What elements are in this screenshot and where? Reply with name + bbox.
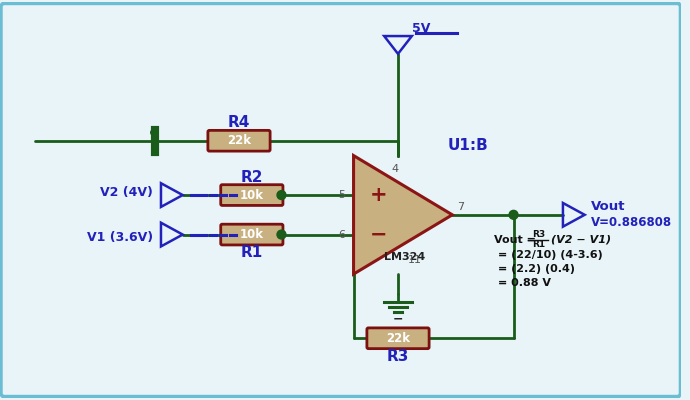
- Text: Vout: Vout: [591, 200, 625, 214]
- Text: V1 (3.6V): V1 (3.6V): [87, 231, 153, 244]
- Circle shape: [277, 230, 286, 239]
- Text: −: −: [370, 224, 387, 244]
- Text: 4: 4: [391, 164, 399, 174]
- Circle shape: [277, 191, 286, 200]
- Text: V2 (4V): V2 (4V): [100, 186, 153, 198]
- Text: = (2.2) (0.4): = (2.2) (0.4): [497, 264, 575, 274]
- Text: 6: 6: [339, 230, 346, 240]
- Text: R2: R2: [241, 170, 263, 185]
- FancyBboxPatch shape: [367, 328, 429, 349]
- Text: = (22/10) (4-3.6): = (22/10) (4-3.6): [497, 250, 602, 260]
- Text: R1: R1: [241, 245, 263, 260]
- Text: = 0.88 V: = 0.88 V: [497, 278, 551, 288]
- Text: 7: 7: [457, 202, 464, 212]
- Circle shape: [509, 210, 518, 219]
- Text: 5V: 5V: [412, 22, 430, 35]
- Text: R3: R3: [532, 230, 545, 239]
- Text: (V2 − V1): (V2 − V1): [551, 234, 611, 244]
- Text: 5: 5: [339, 190, 346, 200]
- Text: V=0.886808: V=0.886808: [591, 216, 671, 229]
- Text: 10k: 10k: [240, 228, 264, 241]
- Text: LM324: LM324: [384, 252, 426, 262]
- FancyBboxPatch shape: [221, 224, 283, 245]
- FancyBboxPatch shape: [208, 130, 270, 151]
- Text: −: −: [393, 313, 403, 326]
- Text: +: +: [369, 185, 387, 205]
- Text: U1:B: U1:B: [447, 138, 488, 153]
- Text: 22k: 22k: [227, 134, 251, 147]
- Text: 22k: 22k: [386, 332, 410, 345]
- FancyBboxPatch shape: [1, 4, 680, 396]
- Text: R4: R4: [228, 116, 250, 130]
- Polygon shape: [353, 156, 453, 274]
- Text: 11: 11: [408, 255, 422, 265]
- Text: 10k: 10k: [240, 188, 264, 202]
- FancyBboxPatch shape: [221, 185, 283, 206]
- Text: Vout =: Vout =: [494, 234, 540, 244]
- Text: R3: R3: [387, 348, 409, 364]
- Text: R1: R1: [532, 240, 545, 249]
